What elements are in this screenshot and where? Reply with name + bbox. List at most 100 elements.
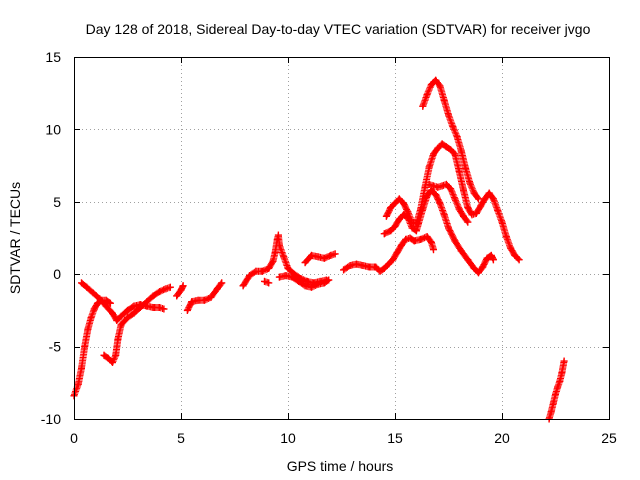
data-point xyxy=(430,246,437,254)
data-point xyxy=(96,295,104,303)
data-point xyxy=(436,199,444,207)
data-point xyxy=(320,254,328,262)
x-axis-label: GPS time / hours xyxy=(287,458,394,474)
data-point xyxy=(404,208,412,216)
data-point xyxy=(395,195,403,203)
series-track-13 xyxy=(419,76,482,203)
data-point xyxy=(494,207,502,214)
data-point xyxy=(470,264,478,272)
data-point xyxy=(308,251,315,259)
data-point xyxy=(325,276,333,284)
data-point xyxy=(547,408,555,416)
data-point xyxy=(460,186,467,194)
data-point xyxy=(314,253,322,261)
data-point xyxy=(252,267,260,275)
data-point xyxy=(393,249,401,256)
data-point xyxy=(423,233,431,241)
data-point xyxy=(483,254,491,262)
grid xyxy=(74,57,609,419)
data-point xyxy=(442,143,450,151)
data-point xyxy=(78,364,85,372)
data-point xyxy=(380,264,388,272)
data-point xyxy=(207,293,215,301)
data-point xyxy=(194,296,202,304)
data-point xyxy=(552,390,559,398)
data-point xyxy=(173,292,181,300)
data-point xyxy=(136,304,144,311)
data-point xyxy=(117,312,125,320)
data-point xyxy=(460,212,467,220)
y-tick-label: -5 xyxy=(49,339,62,355)
data-point xyxy=(162,285,170,293)
data-point xyxy=(376,267,384,275)
data-point xyxy=(166,283,174,291)
data-point xyxy=(402,235,410,243)
data-point xyxy=(560,357,568,365)
data-point xyxy=(419,102,427,110)
data-point xyxy=(425,180,433,188)
data-point xyxy=(511,251,519,259)
data-point xyxy=(124,306,131,314)
data-point xyxy=(395,215,403,223)
data-point xyxy=(389,256,397,264)
data-point xyxy=(434,183,442,191)
data-point xyxy=(114,335,122,343)
data-point xyxy=(271,249,279,256)
series-track xyxy=(545,357,568,423)
data-point xyxy=(451,150,459,158)
series-track xyxy=(183,279,226,314)
data-point xyxy=(423,91,431,99)
data-point xyxy=(273,235,281,243)
data-point xyxy=(359,262,367,269)
series-track-10 xyxy=(340,233,437,275)
data-point xyxy=(149,292,157,300)
data-point xyxy=(280,253,288,261)
data-point xyxy=(412,220,420,227)
data-point xyxy=(453,133,461,141)
data-point xyxy=(558,369,566,377)
data-point xyxy=(427,81,435,88)
data-point xyxy=(417,235,425,243)
data-point xyxy=(160,305,168,313)
data-point xyxy=(74,380,82,388)
data-point xyxy=(117,321,125,329)
data-point xyxy=(549,399,557,407)
data-point xyxy=(455,167,463,175)
data-point xyxy=(89,289,97,297)
data-point xyxy=(412,227,420,235)
data-point xyxy=(468,211,476,219)
series-track xyxy=(301,250,339,267)
data-point xyxy=(100,351,108,359)
data-point xyxy=(387,204,395,212)
data-point xyxy=(457,147,465,155)
data-point xyxy=(124,314,131,322)
data-point xyxy=(556,377,564,385)
data-point xyxy=(106,299,114,307)
data-point xyxy=(258,267,266,275)
data-point xyxy=(449,123,457,130)
plot-area xyxy=(70,76,568,423)
data-point xyxy=(143,298,151,306)
x-tick-label: 15 xyxy=(387,430,403,446)
data-point xyxy=(464,204,472,212)
data-point xyxy=(201,296,208,304)
data-point xyxy=(400,199,408,207)
data-point xyxy=(87,314,95,322)
data-point xyxy=(177,286,185,294)
data-point xyxy=(179,282,187,290)
data-point xyxy=(466,179,474,187)
data-point xyxy=(427,238,435,246)
data-point xyxy=(90,305,98,313)
data-point xyxy=(288,273,296,281)
data-point xyxy=(130,309,138,317)
data-point xyxy=(440,211,448,219)
x-tick-label: 20 xyxy=(494,430,510,446)
y-tick-label: 0 xyxy=(53,266,61,282)
series-track-9 xyxy=(301,250,339,267)
data-point xyxy=(81,343,89,351)
series-track xyxy=(173,282,187,300)
data-point xyxy=(421,183,429,191)
series-track-3 xyxy=(100,283,174,366)
data-point xyxy=(462,165,470,172)
